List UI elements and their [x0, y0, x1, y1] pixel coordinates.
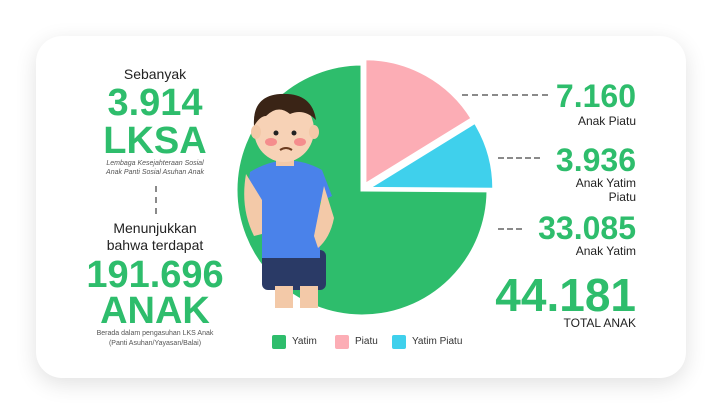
- lksa-desc-line2: Anak Panti Sosial Asuhan Anak: [106, 169, 204, 176]
- child-illustration: [244, 93, 334, 308]
- left-connector: [155, 186, 157, 214]
- legend-swatch-yatim: [272, 335, 286, 349]
- pie-slice-yatim-piatu: [362, 120, 496, 191]
- piatu-value: 7.160: [555, 78, 636, 114]
- yatim-label: Anak Yatim: [575, 244, 636, 258]
- anak-desc-line2: (Panti Asuhan/Yayasan/Balai): [108, 340, 202, 347]
- lksa-desc-line1: Lembaga Kesejahteraan Sosial: [106, 160, 204, 167]
- show-line1: Menunjukkan: [113, 220, 197, 236]
- yatim-piatu-label-line2: Piatu: [608, 190, 636, 204]
- total-label: TOTAL ANAK: [563, 316, 636, 330]
- piatu-connector: [462, 94, 548, 96]
- piatu-label: Anak Piatu: [577, 114, 636, 128]
- lksa-number: 3.914: [107, 82, 203, 124]
- lksa-label: LKSA: [103, 120, 207, 162]
- legend-swatch-yatim-piatu: [392, 335, 406, 349]
- legend-label-yatim: Yatim: [292, 336, 317, 347]
- anak-number: 191.696: [86, 254, 224, 296]
- yatim-piatu-value: 3.936: [555, 142, 636, 178]
- yatim-piatu-connector: [498, 157, 540, 159]
- anak-label: ANAK: [100, 290, 210, 332]
- intro-text: Sebanyak: [123, 66, 187, 82]
- legend-label-yatim-piatu: Yatim Piatu: [412, 336, 463, 347]
- anak-desc-line1: Berada dalam pengasuhan LKS Anak: [96, 330, 214, 337]
- show-line2: bahwa terdapat: [106, 237, 204, 253]
- legend-label-piatu: Piatu: [355, 336, 378, 347]
- total-value: 44.181: [495, 269, 636, 321]
- yatim-piatu-label-line1: Anak Yatim: [575, 176, 636, 190]
- yatim-value: 33.085: [538, 210, 636, 246]
- yatim-connector: [498, 228, 522, 230]
- legend-swatch-piatu: [335, 335, 349, 349]
- pie-slice-piatu: [363, 57, 475, 188]
